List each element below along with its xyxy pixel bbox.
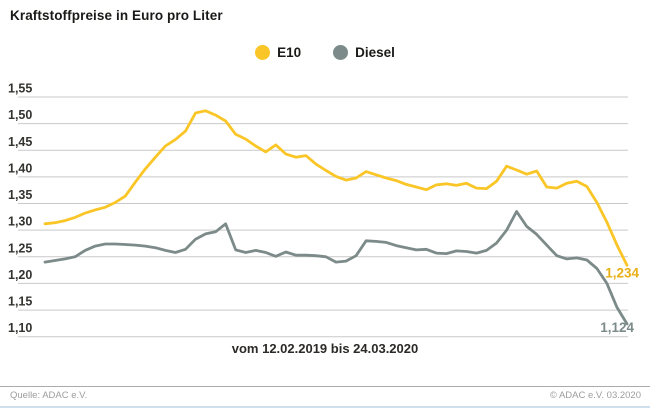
x-axis-label: vom 12.02.2019 bis 24.03.2020: [231, 341, 419, 356]
chart-legend: E10 Diesel: [0, 45, 650, 60]
y-tick-label: 1,25: [8, 241, 32, 255]
y-tick-label: 1,10: [8, 321, 32, 335]
e10-color-dot-icon: [255, 45, 271, 60]
legend-item-diesel: Diesel: [333, 45, 395, 60]
y-tick-label: 1,30: [8, 215, 32, 229]
legend-label-e10: E10: [277, 45, 302, 60]
e10-end-value-label: 1,234: [605, 265, 639, 280]
copyright-note: © ADAC e.V. 03.2020: [549, 390, 641, 401]
legend-label-diesel: Diesel: [355, 45, 395, 60]
diesel-color-dot-icon: [333, 45, 349, 60]
y-tick-label: 1,40: [8, 161, 32, 175]
y-tick-label: 1,15: [8, 295, 32, 309]
diesel-price-line: [43, 210, 629, 326]
chart-title: Kraftstoffpreise in Euro pro Liter: [10, 8, 223, 23]
source-note: Quelle: ADAC e.V.: [10, 390, 88, 401]
y-tick-label: 1,20: [8, 268, 32, 282]
y-tick-label: 1,35: [8, 188, 32, 202]
y-tick-label: 1,55: [8, 82, 32, 96]
diesel-end-value-label: 1,124: [600, 320, 634, 335]
bottom-accent-line: [0, 406, 650, 408]
y-tick-label: 1,50: [8, 108, 32, 122]
footer-divider: [0, 386, 650, 387]
e10-price-line: [43, 109, 629, 267]
legend-item-e10: E10: [255, 45, 301, 60]
y-tick-label: 1,45: [8, 135, 32, 149]
